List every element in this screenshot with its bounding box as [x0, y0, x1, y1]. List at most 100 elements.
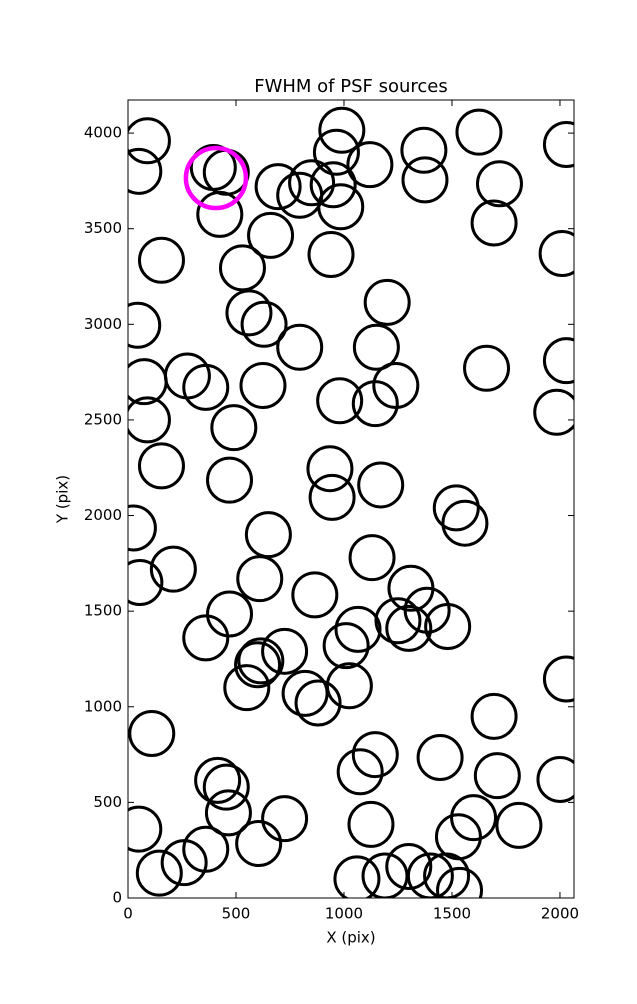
source — [317, 183, 365, 231]
source — [294, 679, 342, 727]
chart-title: FWHM of PSF sources — [254, 76, 448, 97]
source — [436, 866, 484, 898]
source — [128, 805, 163, 853]
source — [239, 362, 287, 410]
source — [128, 396, 171, 444]
source — [307, 231, 355, 279]
source — [416, 733, 464, 781]
source — [424, 602, 472, 650]
source — [348, 534, 396, 582]
source — [533, 388, 574, 436]
source — [406, 852, 454, 898]
source — [128, 558, 164, 606]
source — [470, 692, 518, 740]
source — [401, 156, 449, 204]
source — [352, 323, 400, 371]
y-tick-label: 2000 — [84, 506, 122, 524]
source — [538, 230, 574, 278]
y-tick-label: 3500 — [84, 219, 122, 237]
y-tick-label: 3000 — [84, 315, 122, 333]
source — [455, 108, 503, 156]
x-tick-label: 0 — [123, 905, 133, 923]
source — [291, 571, 339, 619]
x-tick-label: 1000 — [325, 905, 363, 923]
x-axis-label: X (pix) — [326, 929, 375, 947]
source — [322, 622, 370, 670]
source — [334, 605, 382, 653]
source — [325, 662, 373, 710]
source — [288, 159, 336, 207]
source — [160, 839, 208, 887]
source — [247, 211, 295, 259]
x-tick-label: 500 — [222, 905, 251, 923]
source — [400, 126, 448, 174]
source — [346, 141, 394, 189]
source — [261, 627, 309, 675]
source — [202, 763, 250, 811]
source — [357, 461, 405, 509]
source — [202, 148, 250, 196]
source — [210, 404, 258, 452]
source — [385, 842, 433, 890]
source — [196, 190, 244, 238]
y-tick-label: 0 — [112, 889, 122, 907]
x-tick-label: 1500 — [433, 905, 471, 923]
source — [450, 794, 498, 842]
source — [423, 852, 471, 898]
source — [363, 278, 411, 326]
source — [254, 163, 302, 211]
source — [312, 128, 360, 176]
y-axis-label: Y (pix) — [54, 475, 72, 524]
source — [495, 801, 543, 849]
source — [470, 199, 518, 247]
source — [137, 442, 185, 490]
source — [204, 789, 252, 837]
y-tick-label: 1500 — [84, 602, 122, 620]
source — [374, 597, 422, 645]
source — [336, 748, 384, 796]
source — [236, 555, 284, 603]
source — [194, 756, 242, 804]
source — [261, 795, 309, 843]
source — [182, 614, 230, 662]
source — [128, 710, 176, 758]
source — [347, 800, 395, 848]
source — [351, 731, 399, 779]
source — [206, 590, 254, 638]
source — [276, 323, 324, 371]
highlight-source — [183, 145, 249, 211]
source — [308, 473, 356, 521]
source — [234, 641, 282, 689]
source — [281, 669, 329, 717]
source — [244, 511, 292, 559]
source — [473, 752, 521, 800]
source — [542, 121, 574, 169]
source — [542, 655, 574, 703]
source — [432, 484, 480, 532]
y-tick-label: 1000 — [84, 697, 122, 715]
axes-frame — [127, 99, 575, 899]
source — [128, 504, 157, 552]
y-tick-label: 2500 — [84, 410, 122, 428]
source — [128, 301, 162, 349]
source — [225, 289, 273, 337]
source — [361, 852, 409, 898]
source — [318, 106, 366, 154]
source — [536, 755, 574, 803]
source — [306, 445, 354, 493]
x-tick-label: 2000 — [541, 905, 579, 923]
source — [351, 380, 399, 428]
source — [542, 337, 574, 385]
source — [235, 819, 283, 867]
source — [128, 117, 171, 165]
source — [182, 363, 230, 411]
source — [385, 604, 433, 652]
source — [463, 344, 511, 392]
source — [441, 499, 489, 547]
y-tick-label: 4000 — [84, 124, 122, 142]
source — [223, 664, 271, 712]
source — [128, 147, 163, 195]
source — [333, 855, 381, 898]
source — [475, 160, 523, 208]
